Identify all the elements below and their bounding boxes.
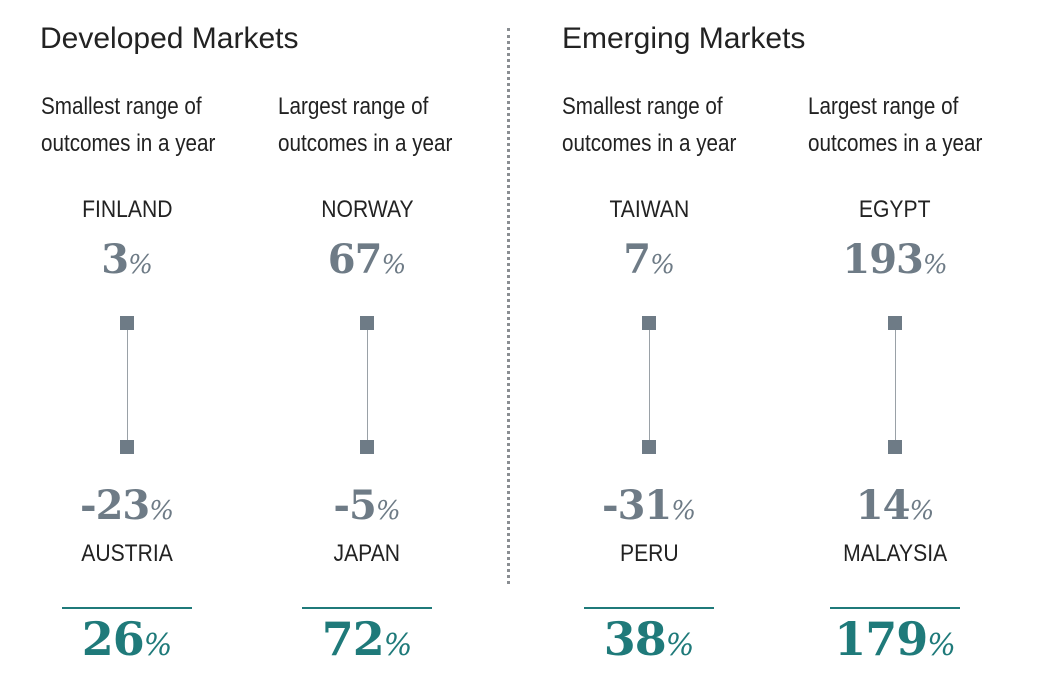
low-value-label: -31% (602, 482, 696, 529)
label-line-1: Largest range of (808, 93, 959, 120)
range-total-label: 26% (81, 612, 173, 666)
label-line-2: outcomes in a year (808, 130, 983, 157)
high-marker (642, 316, 656, 330)
low-country-label: PERU (619, 540, 679, 567)
emerging-smallest-label: Smallest range of outcomes in a year (562, 88, 736, 162)
label-line-1: Smallest range of (562, 93, 723, 120)
high-marker (360, 316, 374, 330)
range-rule (62, 607, 192, 609)
emerging-markets-heading: Emerging Markets (562, 22, 806, 55)
high-marker (120, 316, 134, 330)
label-line-1: Largest range of (278, 93, 429, 120)
range-panel-egypt-malaysia: EGYPT 193% 14% MALAYSIA 179% (785, 190, 1005, 680)
range-stem (126, 323, 128, 447)
range-stem (894, 323, 896, 447)
range-rule (302, 607, 432, 609)
high-country-label: TAIWAN (609, 196, 689, 223)
high-value-label: 193% (842, 236, 948, 283)
emerging-largest-label: Largest range of outcomes in a year (808, 88, 982, 162)
high-value-label: 7% (623, 236, 675, 283)
low-value-label: -5% (333, 482, 401, 529)
label-line-2: outcomes in a year (41, 130, 216, 157)
range-panel-finland-austria: FINLAND 3% -23% AUSTRIA 26% (17, 190, 237, 680)
range-total-label: 38% (603, 612, 695, 666)
low-country-label: MALAYSIA (842, 540, 948, 567)
low-country-label: AUSTRIA (81, 540, 173, 567)
section-divider (507, 28, 510, 584)
label-line-2: outcomes in a year (562, 130, 737, 157)
high-country-label: FINLAND (81, 196, 173, 223)
low-marker (360, 440, 374, 454)
low-country-label: JAPAN (333, 540, 401, 567)
developed-markets-heading: Developed Markets (40, 22, 299, 55)
high-value-label: 67% (327, 236, 407, 283)
range-panel-taiwan-peru: TAIWAN 7% -31% PERU 38% (539, 190, 759, 680)
high-country-label: EGYPT (859, 196, 931, 223)
low-marker (888, 440, 902, 454)
high-marker (888, 316, 902, 330)
range-stem (366, 323, 368, 447)
low-value-label: -23% (80, 482, 174, 529)
range-total-label: 72% (321, 612, 413, 666)
developed-smallest-label: Smallest range of outcomes in a year (41, 88, 215, 162)
low-marker (642, 440, 656, 454)
label-line-2: outcomes in a year (278, 130, 453, 157)
range-rule (830, 607, 960, 609)
developed-largest-label: Largest range of outcomes in a year (278, 88, 452, 162)
low-value-label: 14% (855, 482, 935, 529)
range-stem (648, 323, 650, 447)
low-marker (120, 440, 134, 454)
range-rule (584, 607, 714, 609)
range-total-label: 179% (834, 612, 956, 666)
range-panel-norway-japan: NORWAY 67% -5% JAPAN 72% (257, 190, 477, 680)
high-country-label: NORWAY (320, 196, 414, 223)
high-value-label: 3% (101, 236, 153, 283)
label-line-1: Smallest range of (41, 93, 202, 120)
